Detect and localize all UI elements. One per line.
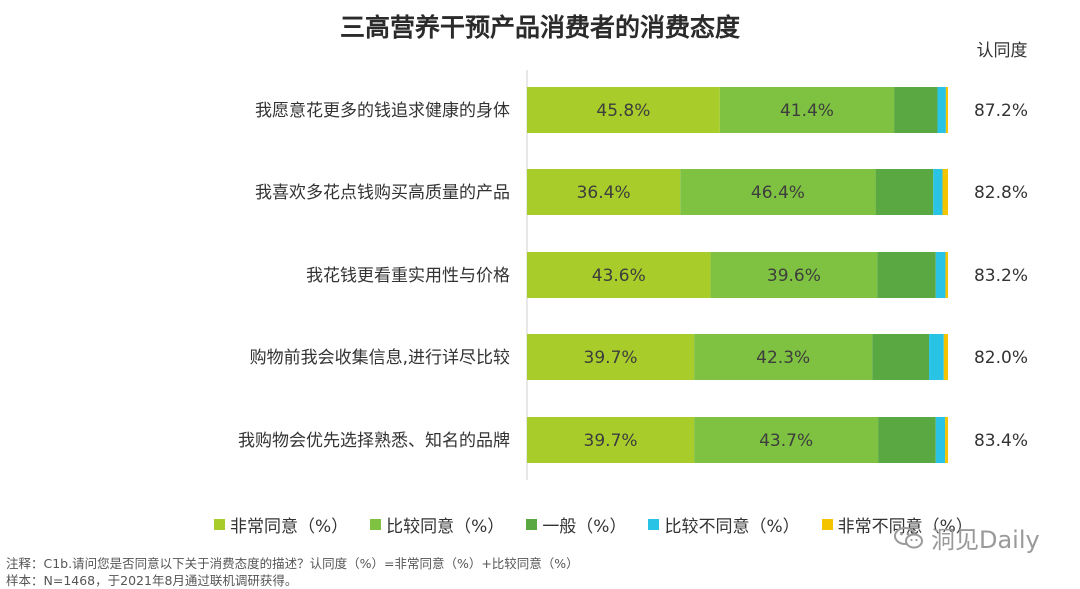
bar-segment: [937, 87, 946, 133]
bar-segment: [527, 334, 695, 380]
legend-item: 非常不同意（%）: [821, 512, 973, 537]
legend-label: 非常不同意（%）: [837, 516, 973, 537]
bar-segment: [894, 87, 938, 133]
bar-segment: [527, 87, 720, 133]
bar-segment: [527, 169, 681, 215]
bar-segment: [875, 169, 934, 215]
category-label: 购物前我会收集信息,进行详尽比较: [250, 348, 510, 368]
bar-segment: [719, 87, 895, 133]
agreement-rate-value: 83.4%: [974, 431, 1028, 451]
bar-segment: [527, 252, 711, 298]
data-label: 45.8%: [596, 101, 650, 121]
wechat-icon: [894, 526, 923, 548]
footnote-sample: 样本：N=1468，于2021年8月通过联机调研获得。: [6, 573, 298, 588]
legend-item: 一般（%）: [526, 512, 626, 537]
bar-segment: [945, 87, 948, 133]
bar-segment: [935, 252, 946, 298]
legend-item: 比较同意（%）: [370, 512, 504, 537]
bar-segment: [694, 417, 879, 463]
legend-item: 非常同意（%）: [214, 512, 348, 537]
bar-segment: [945, 252, 948, 298]
bar-segment: [694, 334, 873, 380]
legend: 非常同意（%） 比较同意（%） 一般（%） 比较不同意（%） 非常不同意（%）: [214, 512, 995, 537]
bar-segment: [945, 417, 948, 463]
legend-label: 非常同意（%）: [230, 516, 349, 537]
agreement-rate-header: 认同度: [976, 41, 1028, 61]
data-label: 41.4%: [780, 101, 834, 121]
footnote-comment: 注释：C1b.请问您是否同意以下关于消费态度的描述？认同度（%）=非常同意（%）…: [6, 556, 579, 571]
data-label: 43.6%: [592, 266, 646, 286]
legend-swatch: [370, 518, 382, 530]
data-label: 46.4%: [751, 183, 805, 203]
data-label: 43.7%: [759, 431, 813, 451]
legend-label: 比较不同意（%）: [664, 516, 800, 537]
category-label: 我喜欢多花点钱购买高质量的产品: [255, 183, 510, 203]
agreement-rate-value: 82.8%: [974, 183, 1028, 203]
legend-label: 一般（%）: [542, 516, 627, 537]
bar-segment: [878, 417, 936, 463]
data-label: 36.4%: [577, 183, 631, 203]
category-label: 我购物会优先选择熟悉、知名的品牌: [238, 430, 510, 451]
watermark: 洞见Daily: [893, 520, 1040, 555]
bar-segment: [935, 417, 946, 463]
bar-segment: [929, 334, 944, 380]
watermark-text: 洞见Daily: [931, 526, 1040, 554]
stacked-bar-chart: 我愿意花更多的钱追求健康的身体 45.8% 41.4% 87.2% 我喜欢多花点钱购买高…: [238, 70, 1028, 480]
bar-segment: [872, 334, 930, 380]
legend-label: 比较同意（%）: [386, 516, 505, 537]
legend-item: 比较不同意（%）: [648, 512, 800, 537]
legend-swatch: [526, 518, 538, 530]
legend-swatch: [648, 518, 660, 530]
chart-title: 三高营养干预产品消费者的消费态度: [339, 13, 740, 42]
bar-segment: [680, 169, 876, 215]
data-label: 42.3%: [756, 348, 810, 368]
bar-segment: [710, 252, 878, 298]
category-label: 我花钱更看重实用性与价格: [306, 266, 510, 286]
agreement-rate-value: 83.2%: [974, 266, 1028, 286]
data-label: 39.6%: [767, 266, 821, 286]
data-label: 39.7%: [584, 431, 638, 451]
bar-segment: [942, 169, 948, 215]
bar-segment: [943, 334, 948, 380]
agreement-rate-value: 82.0%: [974, 348, 1028, 368]
category-label: 我愿意花更多的钱追求健康的身体: [255, 101, 510, 121]
legend-swatch: [821, 518, 833, 530]
legend-swatch: [214, 518, 225, 530]
bar-segment: [877, 252, 936, 298]
data-label: 39.7%: [584, 348, 638, 368]
agreement-rate-value: 87.2%: [974, 101, 1028, 121]
bar-segment: [527, 417, 695, 463]
bar-segment: [933, 169, 943, 215]
